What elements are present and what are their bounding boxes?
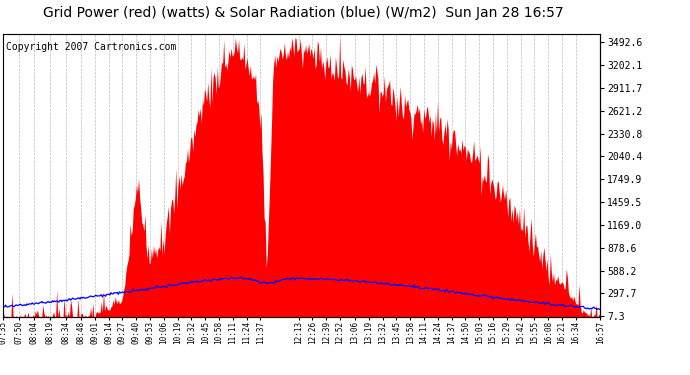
- Text: Copyright 2007 Cartronics.com: Copyright 2007 Cartronics.com: [6, 42, 177, 52]
- Text: Grid Power (red) (watts) & Solar Radiation (blue) (W/m2)  Sun Jan 28 16:57: Grid Power (red) (watts) & Solar Radiati…: [43, 6, 564, 20]
